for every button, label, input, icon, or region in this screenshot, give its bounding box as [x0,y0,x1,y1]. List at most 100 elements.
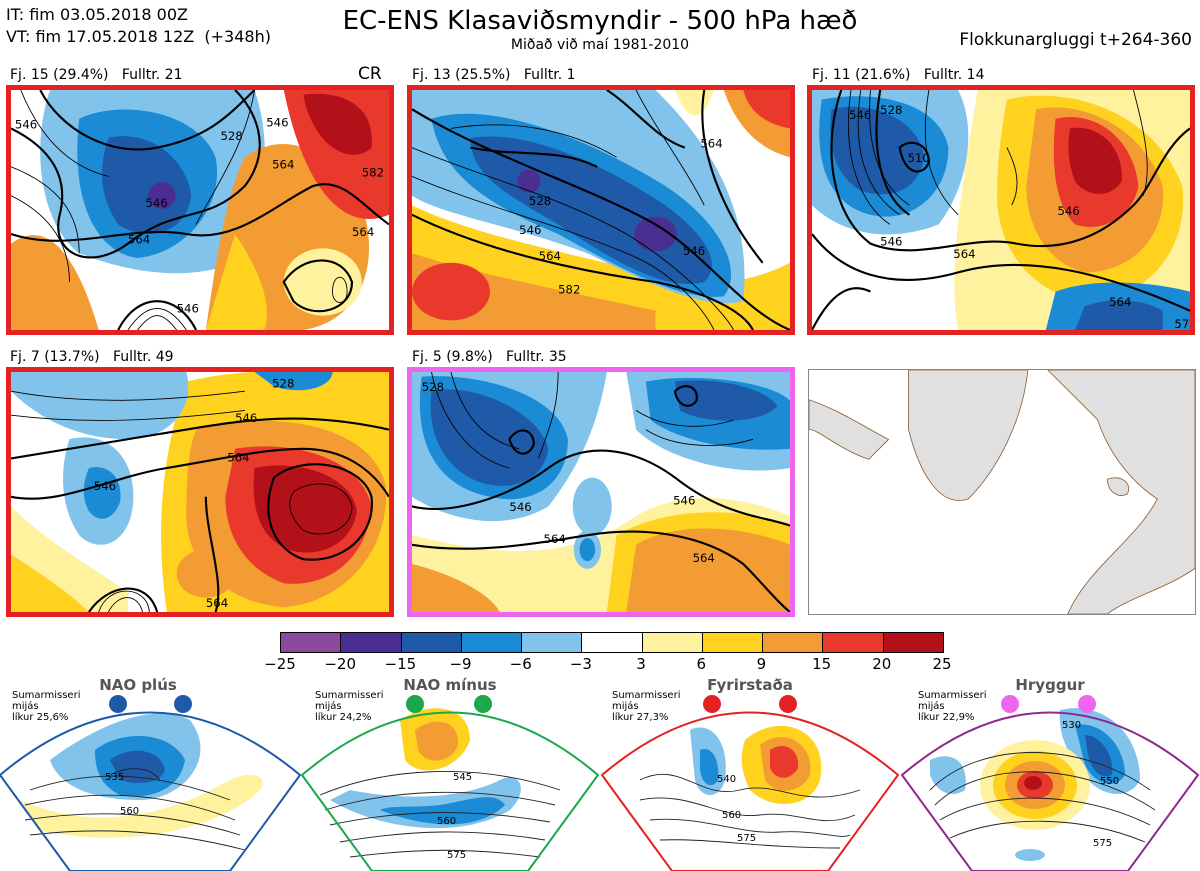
regime-prob-ridge: Sumarmisseri mijás líkur 22,9% [918,690,987,723]
contour-label: 564 [544,532,566,546]
regime-contour-label: 560 [722,810,741,821]
regime-contour-label: 575 [737,833,756,844]
contour-label: 528 [272,376,294,390]
contour-label: 564 [227,450,249,464]
panel-5-label: Fj. 5 (9.8%) Fulltr. 35 [412,349,567,365]
contour-label: 582 [362,165,384,179]
color-scale-tick: −9 [449,655,472,673]
initial-time: IT: fim 03.05.2018 00Z [6,5,188,24]
color-scale-tick: −6 [509,655,532,673]
regime-name-nao-plus: NAO plús [99,676,177,694]
contour-label: 564 [128,233,150,247]
panel-1-tag: CR [358,64,382,84]
page-title: EC-ENS Klasaviðsmyndir - 500 hPa hæð [342,6,858,36]
color-scale-swatch [341,633,402,652]
cluster-map-2: 528 546 564 582 546 564 [412,90,790,330]
color-scale-tick: −3 [569,655,592,673]
regime-blocking: 540 560 575 [600,695,900,871]
color-scale-swatch [883,633,943,652]
panel-1-label: Fj. 15 (29.4%) Fulltr. 21 [10,67,183,83]
panel-4-label: Fj. 7 (13.7%) Fulltr. 49 [10,349,174,365]
regime-prob-nao-minus: Sumarmisseri mijás líkur 24,2% [315,690,384,723]
contour-label: 564 [206,596,228,610]
contour-label: 546 [145,196,167,210]
contour-label: 546 [673,494,695,508]
contour-label: 546 [509,500,531,514]
cluster-map-4: 528 546 546 564 564 [11,372,389,612]
contour-label: 546 [880,235,902,249]
color-scale-tick: 25 [932,655,952,673]
classification-window: Flokkunargluggi t+264-360 [959,30,1192,50]
regime-contour-label: 560 [120,806,139,817]
regime-name-nao-minus: NAO mínus [403,676,497,694]
contour-label: 564 [272,158,294,172]
regime-nao-plus: 535 560 [0,695,302,871]
color-scale-swatch [582,633,643,652]
regime-contour-label: 535 [105,772,124,783]
contour-label: 546 [94,479,116,493]
regime-contour-label: 560 [437,816,456,827]
panel-3-label: Fj. 11 (21.6%) Fulltr. 14 [812,67,985,83]
regime-contour-label: 530 [1062,720,1081,731]
regime-name-blocking: Fyrirstaða [707,676,793,694]
contour-label: 528 [422,380,444,394]
empty-map-panel [808,369,1196,615]
color-scale-swatch [401,633,462,652]
contour-label: 564 [1109,295,1131,309]
regime-nao-minus: 545 560 575 [300,695,600,871]
color-scale-tick: −15 [384,655,417,673]
regime-name-ridge: Hryggur [1015,676,1085,694]
color-scale-swatch [461,633,523,652]
color-scale-tick: 20 [872,655,892,673]
color-scale-tick: 6 [696,655,707,673]
color-scale-swatch [702,633,764,652]
contour-label: 582 [558,283,580,297]
panel-2-label: Fj. 13 (25.5%) Fulltr. 1 [412,67,576,83]
contour-label: 546 [849,108,871,122]
contour-label: 546 [266,116,288,130]
regime-contour-label: 575 [1093,838,1112,849]
color-scale-tick: 3 [636,655,646,673]
contour-label: 546 [235,411,257,425]
header-info: IT: fim 03.05.2018 00Z VT: fim 17.05.2018… [6,4,271,48]
base-map [809,370,1195,614]
contour-label: 564 [539,249,561,263]
color-scale-swatch [763,633,824,652]
regime-ridge: 530 550 575 [900,695,1200,871]
contour-label: 57 [1174,317,1189,330]
contour-label: 564 [352,225,374,239]
regime-contour-label: 545 [453,772,472,783]
cluster-map-3: 546 528 510 546 564 546 564 57 [812,90,1190,330]
color-scale-tick: −25 [264,655,296,673]
cluster-map-1: 546 528 546 564 546 564 582 546 564 [11,90,389,330]
regime-contour-label: 540 [717,774,736,785]
regime-prob-blocking: Sumarmisseri mijás líkur 27,3% [612,690,681,723]
contour-label: 546 [15,117,37,131]
color-scale-tick: −20 [324,655,356,673]
color-scale-swatch [642,633,703,652]
regime-panels: 535 560 545 560 575 540 560 575 [0,695,1200,871]
contour-label: 510 [907,151,929,165]
contour-label: 564 [700,137,722,151]
regime-contour-label: 575 [447,850,466,861]
contour-label: 528 [529,194,551,208]
cluster-map-panel-5: 528 546 546 564 564 [407,367,795,617]
valid-time: VT: fim 17.05.2018 12Z (+348h) [6,27,271,46]
regime-contour-label: 550 [1100,776,1119,787]
cluster-map-panel-2: 528 546 564 582 546 564 [407,85,795,335]
contour-label: 546 [683,244,705,258]
contour-label: 546 [519,223,541,237]
regime-prob-nao-plus: Sumarmisseri mijás líkur 25,6% [12,690,81,723]
cluster-map-panel-4: 528 546 546 564 564 [6,367,394,617]
contour-label: 528 [220,129,242,143]
contour-label: 528 [880,103,902,117]
color-scale-tick: 9 [756,655,767,673]
color-scale-swatch [281,633,342,652]
page-subtitle: Miðað við maí 1981-2010 [510,37,690,53]
color-scale-tick: 15 [812,655,832,673]
cluster-map-5: 528 546 546 564 564 [412,372,790,612]
color-scale-bar [280,632,944,653]
color-scale-swatch [823,633,884,652]
cluster-map-panel-1: 546 528 546 564 546 564 582 546 564 [6,85,394,335]
color-scale-swatch [522,633,583,652]
